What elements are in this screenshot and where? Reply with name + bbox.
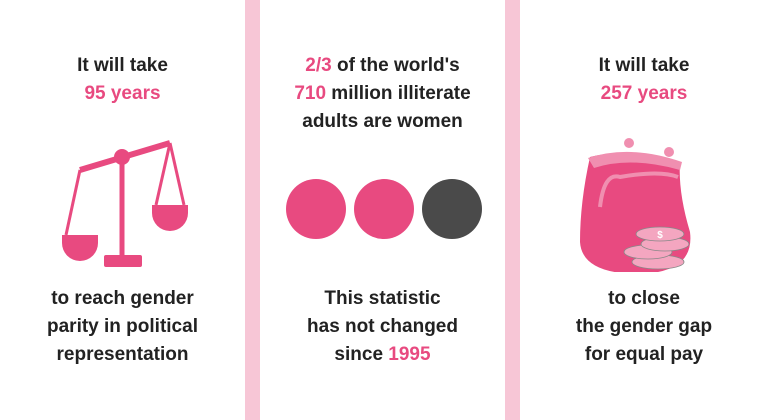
text-line: adults are women [302, 111, 463, 132]
text-line: This statistic [324, 288, 441, 309]
text-line: to reach gender [51, 288, 194, 309]
panel-top-text: It will take 95 years [0, 52, 245, 108]
highlight-number: 710 [294, 83, 327, 104]
divider-left [245, 0, 260, 420]
text-line: 2/3 of the world's [260, 52, 505, 80]
text-line: 710 million illiterate [260, 80, 505, 108]
circle-women [354, 179, 414, 239]
text-fragment: of the world's [331, 55, 460, 76]
panel-bottom-text: to close the gender gap for equal pay [520, 285, 768, 369]
text-line: since 1995 [260, 341, 505, 369]
text-fragment: since [334, 344, 389, 365]
panel-equal-pay: It will take 257 years $ to close the ge… [520, 0, 768, 420]
text-line: for equal pay [584, 344, 704, 365]
svg-text:$: $ [657, 230, 663, 241]
panel-political-parity: It will take 95 years to reach gender pa… [0, 0, 245, 420]
circle-men [422, 179, 482, 239]
highlight-year: 1995 [388, 344, 431, 365]
panel-top-text: It will take 257 years [520, 52, 768, 108]
panel-bottom-text: to reach gender parity in political repr… [0, 285, 245, 369]
panel-bottom-text: This statistic has not changed since 199… [260, 285, 505, 369]
text-line: to close [608, 288, 680, 309]
text-fragment: million illiterate [326, 83, 471, 104]
highlight-years: 95 years [84, 83, 161, 104]
text-line: It will take [598, 55, 690, 76]
coin-purse-icon: $ [580, 138, 691, 272]
three-circles-icon [286, 179, 482, 239]
panel-top-text: 2/3 of the world's 710 million illiterat… [260, 52, 505, 136]
circle-women [286, 179, 346, 239]
text-line: the gender gap [575, 316, 713, 337]
divider-right [505, 0, 520, 420]
text-line: has not changed [307, 316, 458, 337]
panel-illiteracy: 2/3 of the world's 710 million illiterat… [260, 0, 505, 420]
text-line: parity in political [47, 316, 198, 337]
scales-icon [62, 140, 188, 267]
highlight-fraction: 2/3 [305, 55, 332, 76]
text-line: It will take [77, 55, 168, 76]
highlight-years: 257 years [600, 83, 688, 104]
text-line: representation [56, 344, 189, 365]
